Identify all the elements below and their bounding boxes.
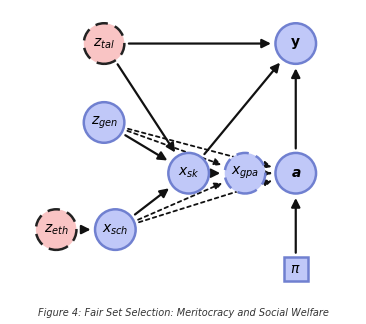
FancyBboxPatch shape <box>284 257 307 281</box>
Circle shape <box>84 102 124 143</box>
Text: $\mathbf{y}$: $\mathbf{y}$ <box>290 36 301 51</box>
Text: $x_{sk}$: $x_{sk}$ <box>178 166 199 180</box>
Text: $z_{gen}$: $z_{gen}$ <box>90 114 117 131</box>
Circle shape <box>36 209 76 250</box>
Circle shape <box>84 23 124 64</box>
Circle shape <box>168 153 209 193</box>
Text: $z_{eth}$: $z_{eth}$ <box>44 222 68 237</box>
Text: $x_{gpa}$: $x_{gpa}$ <box>231 165 259 181</box>
Text: $z_{tal}$: $z_{tal}$ <box>93 36 115 51</box>
Circle shape <box>225 153 265 193</box>
Text: Figure 4: Fair Set Selection: Meritocracy and Social Welfare: Figure 4: Fair Set Selection: Meritocrac… <box>38 307 328 318</box>
Text: $\boldsymbol{a}$: $\boldsymbol{a}$ <box>291 166 301 180</box>
Circle shape <box>276 23 316 64</box>
Circle shape <box>276 153 316 193</box>
Text: $x_{sch}$: $x_{sch}$ <box>102 222 128 237</box>
Text: $\pi$: $\pi$ <box>291 262 301 276</box>
Circle shape <box>95 209 136 250</box>
